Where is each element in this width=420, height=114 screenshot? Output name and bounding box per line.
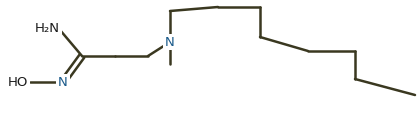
Text: HO: HO bbox=[8, 76, 29, 89]
Text: H₂N: H₂N bbox=[35, 21, 60, 34]
Text: N: N bbox=[58, 76, 68, 89]
Text: N: N bbox=[165, 36, 175, 49]
